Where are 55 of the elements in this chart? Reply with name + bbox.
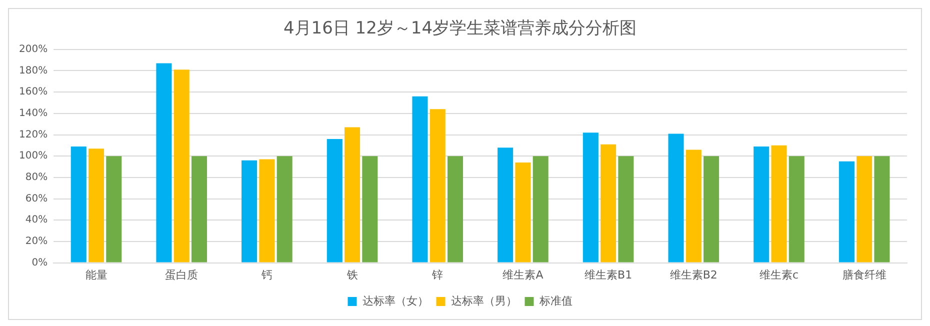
- y-tick-label: 100%: [18, 150, 48, 162]
- y-tick-label: 0%: [32, 257, 48, 268]
- y-tick-label: 20%: [25, 236, 48, 248]
- x-tick-label: 维生素B1: [584, 268, 632, 282]
- x-tick-label: 膳食纤维: [842, 268, 886, 282]
- bar: [88, 148, 104, 262]
- bar: [498, 148, 514, 262]
- bar: [874, 156, 890, 262]
- bar: [156, 63, 172, 262]
- bar: [618, 156, 634, 262]
- bar: [70, 146, 86, 262]
- legend-label: 达标率（女）: [362, 294, 428, 308]
- bar: [362, 156, 378, 262]
- y-tick-label: 200%: [18, 44, 48, 55]
- bar: [532, 156, 548, 262]
- bar: [582, 132, 598, 262]
- x-tick-label: 锌: [431, 268, 444, 282]
- x-tick-label: 维生素c: [759, 268, 799, 282]
- legend-label: 达标率（男）: [450, 294, 517, 308]
- bar: [276, 156, 292, 262]
- bar: [668, 134, 684, 262]
- x-tick-label: 维生素A: [502, 268, 544, 282]
- bar: [515, 162, 531, 262]
- bar: [174, 70, 190, 262]
- y-tick-label: 140%: [18, 108, 48, 120]
- y-tick-label: 60%: [25, 193, 48, 204]
- y-tick-label: 120%: [18, 129, 48, 140]
- x-tick-label: 能量: [85, 268, 108, 282]
- bar: [704, 156, 720, 262]
- y-tick-label: 80%: [25, 172, 48, 184]
- legend-label: 标准值: [538, 294, 572, 308]
- bar: [106, 156, 122, 262]
- bar: [326, 139, 342, 262]
- bar: [259, 159, 275, 262]
- x-tick-label: 蛋白质: [165, 268, 198, 282]
- bar: [448, 156, 464, 262]
- x-tick-label: 维生素B2: [670, 268, 718, 282]
- x-tick-label: 钙: [260, 268, 272, 282]
- bar: [788, 156, 804, 262]
- bar: [856, 156, 872, 262]
- bar: [686, 150, 702, 262]
- x-tick-label: 铁: [346, 268, 358, 282]
- bar: [344, 127, 360, 262]
- y-tick-label: 160%: [18, 86, 48, 98]
- bar: [838, 161, 854, 262]
- bar: [412, 96, 428, 262]
- y-tick-label: 180%: [18, 65, 48, 76]
- bar: [754, 146, 770, 262]
- chart-title: 4月16日 12岁～14岁学生菜谱营养成分分析图: [283, 18, 637, 39]
- bar: [191, 156, 207, 262]
- bar: [242, 160, 258, 262]
- bar: [600, 144, 616, 262]
- bar: [430, 109, 446, 262]
- y-tick-label: 40%: [25, 214, 48, 226]
- bar: [771, 145, 787, 262]
